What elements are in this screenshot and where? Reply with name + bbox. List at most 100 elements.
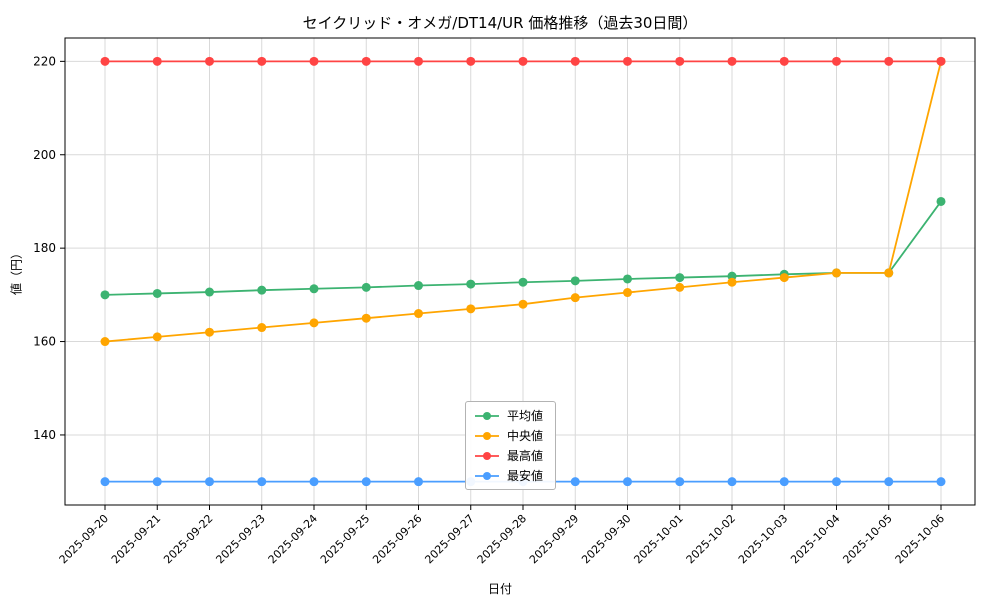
- data-point: [361, 282, 371, 292]
- data-point: [727, 477, 737, 487]
- x-tick-label: 2025-10-02: [684, 512, 738, 566]
- x-tick-label: 2025-09-26: [370, 512, 424, 566]
- data-point: [623, 274, 632, 284]
- x-tick-label: 2025-09-21: [109, 512, 163, 566]
- data-point: [675, 56, 685, 66]
- legend-label: 最安値: [507, 469, 544, 483]
- data-point: [152, 477, 162, 487]
- data-point: [257, 477, 267, 487]
- data-point: [727, 56, 737, 66]
- data-point: [727, 277, 737, 287]
- data-point: [205, 477, 214, 487]
- data-point: [466, 304, 476, 314]
- x-tick-label: 2025-09-27: [422, 512, 476, 566]
- data-point: [518, 277, 528, 287]
- data-point: [466, 56, 476, 66]
- data-point: [884, 268, 894, 278]
- data-point: [832, 56, 841, 66]
- data-point: [623, 288, 632, 298]
- data-point: [152, 332, 162, 342]
- data-point: [205, 327, 214, 337]
- x-tick-label: 2025-10-01: [631, 512, 685, 566]
- data-point: [675, 282, 685, 292]
- legend-marker-icon: [475, 471, 499, 480]
- data-point: [936, 196, 946, 206]
- x-tick-label: 2025-10-05: [840, 512, 894, 566]
- data-point: [100, 337, 110, 347]
- legend-label: 平均値: [507, 409, 544, 423]
- legend-marker-icon: [475, 451, 499, 460]
- data-point: [257, 56, 267, 66]
- data-point: [936, 477, 946, 487]
- x-tick-label: 2025-09-23: [213, 512, 267, 566]
- data-point: [779, 477, 789, 487]
- data-point: [309, 56, 319, 66]
- data-point: [152, 288, 162, 298]
- data-point: [100, 56, 110, 66]
- legend: 平均値中央値最高値最安値: [465, 401, 557, 490]
- data-point: [832, 268, 841, 278]
- x-tick-label: 2025-09-24: [266, 512, 320, 566]
- data-point: [570, 293, 580, 303]
- x-tick-label: 2025-09-22: [161, 512, 215, 566]
- x-tick-label: 2025-10-03: [736, 512, 790, 566]
- data-point: [414, 281, 423, 291]
- data-point: [779, 273, 789, 283]
- data-point: [518, 56, 528, 66]
- x-tick-label: 2025-10-06: [893, 512, 947, 566]
- data-point: [309, 477, 319, 487]
- y-tick-label: 160: [33, 335, 56, 349]
- data-point: [884, 56, 894, 66]
- data-point: [100, 477, 110, 487]
- data-point: [257, 285, 267, 295]
- data-point: [623, 477, 632, 487]
- legend-label: 中央値: [507, 429, 544, 443]
- data-point: [257, 323, 267, 333]
- data-point: [205, 56, 214, 66]
- data-point: [779, 56, 789, 66]
- data-point: [570, 56, 580, 66]
- data-point: [309, 318, 319, 328]
- x-tick-label: 2025-09-25: [318, 512, 372, 566]
- legend-item: 平均値: [474, 407, 543, 424]
- x-tick-label: 2025-10-04: [788, 512, 842, 566]
- data-point: [832, 477, 841, 487]
- legend-item: 中央値: [474, 427, 543, 444]
- data-point: [570, 276, 580, 286]
- y-tick-label: 140: [33, 428, 56, 442]
- data-point: [570, 477, 580, 487]
- x-tick-label: 2025-09-28: [475, 512, 529, 566]
- data-point: [414, 56, 423, 66]
- y-tick-label: 200: [33, 148, 56, 162]
- data-point: [152, 56, 162, 66]
- data-point: [884, 477, 894, 487]
- data-point: [361, 477, 371, 487]
- data-point: [518, 299, 528, 309]
- chart-title: セイクリッド・オメガ/DT14/UR 価格推移（過去30日間）: [302, 14, 698, 32]
- legend-item: 最高値: [474, 447, 543, 464]
- x-axis-label: 日付: [487, 582, 512, 596]
- data-point: [361, 313, 371, 323]
- data-point: [309, 284, 319, 294]
- x-tick-label: 2025-09-20: [57, 512, 111, 566]
- legend-label: 最高値: [507, 449, 544, 463]
- data-point: [205, 287, 214, 297]
- x-tick-label: 2025-09-29: [527, 512, 581, 566]
- legend-marker-icon: [475, 431, 499, 440]
- x-tick-label: 2025-09-30: [579, 512, 633, 566]
- data-point: [936, 56, 946, 66]
- legend-marker-icon: [475, 411, 499, 420]
- data-point: [675, 273, 685, 283]
- data-point: [675, 477, 685, 487]
- y-tick-label: 180: [33, 241, 56, 255]
- data-point: [100, 290, 110, 300]
- data-point: [361, 56, 371, 66]
- data-point: [466, 279, 476, 289]
- axes-frame: [64, 37, 976, 506]
- legend-item: 最安値: [474, 467, 543, 484]
- data-point: [414, 309, 423, 319]
- data-point: [414, 477, 423, 487]
- y-tick-label: 220: [33, 54, 56, 68]
